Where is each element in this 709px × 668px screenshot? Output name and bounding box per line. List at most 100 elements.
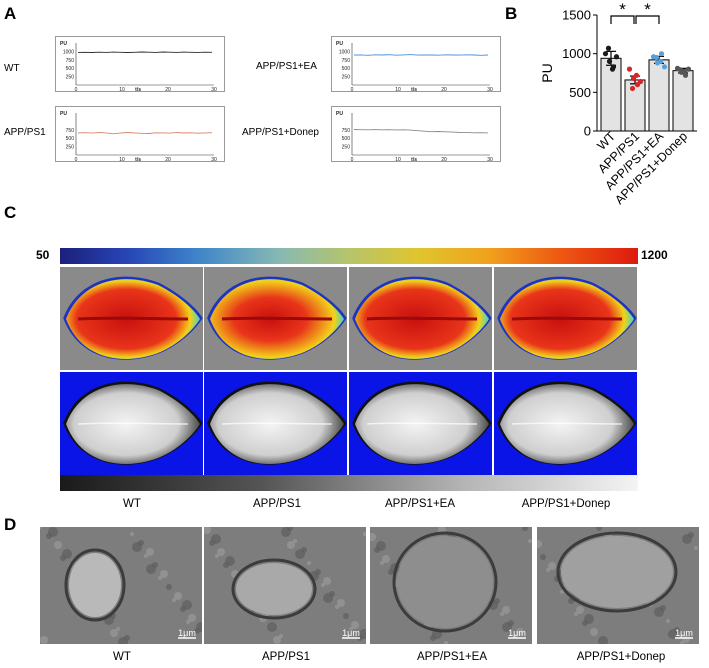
tem-texture bbox=[116, 627, 120, 631]
trace-unit-label: PU bbox=[60, 41, 67, 47]
tem-texture bbox=[215, 554, 219, 558]
significance-bracket bbox=[635, 15, 660, 24]
trace-y-tick: 250 bbox=[66, 145, 75, 151]
tem-texture bbox=[666, 619, 670, 623]
tem-texture bbox=[444, 641, 448, 644]
trace-label-ea: APP/PS1+EA bbox=[256, 61, 317, 72]
tem-texture bbox=[315, 569, 321, 575]
tem-texture bbox=[494, 598, 500, 604]
tem-texture bbox=[146, 548, 154, 556]
data-point bbox=[629, 85, 636, 92]
trace-box-wt: PU 1000 750 500 250 0 10 20 30 t/s bbox=[55, 36, 225, 93]
tem-texture bbox=[48, 527, 58, 537]
trace-y-tick: 750 bbox=[342, 58, 351, 64]
tem-texture bbox=[598, 636, 608, 644]
trace-unit-label: PU bbox=[336, 41, 343, 47]
tem-texture bbox=[540, 554, 546, 560]
tem-image-0: 1μm bbox=[40, 527, 202, 644]
tem-texture bbox=[576, 606, 584, 614]
tem-texture bbox=[680, 641, 684, 644]
tem-row: 1μm 1μm 1μm 1μm bbox=[40, 527, 705, 644]
tem-texture bbox=[382, 555, 390, 563]
trace-x-tick: 10 bbox=[119, 87, 125, 93]
trace-x-tick: 0 bbox=[351, 157, 354, 163]
gray-brain bbox=[66, 384, 200, 465]
gray-midline-vessel bbox=[221, 422, 333, 425]
tem-caption-ea: APP/PS1+EA bbox=[417, 651, 487, 663]
gray-image-2 bbox=[349, 372, 492, 475]
bar-y-tick-label: 0 bbox=[584, 124, 591, 139]
tem-texture bbox=[596, 527, 602, 531]
trace-x-tick: 0 bbox=[75, 157, 78, 163]
data-point bbox=[626, 66, 633, 72]
tem-texture bbox=[160, 570, 168, 578]
flux-image-3 bbox=[494, 267, 637, 370]
trace-x-tick: 30 bbox=[211, 157, 217, 163]
tem-texture bbox=[158, 576, 162, 580]
gray-row bbox=[60, 372, 638, 475]
tem-caption-wt: WT bbox=[113, 651, 131, 663]
gray-image-0 bbox=[60, 372, 203, 475]
vessel-lumen bbox=[236, 563, 312, 615]
trace-x-tick: 10 bbox=[395, 157, 401, 163]
tem-texture bbox=[522, 527, 528, 531]
gray-image-1 bbox=[204, 372, 347, 475]
panel-label-b: B bbox=[505, 4, 518, 23]
trace-x-tick: 20 bbox=[165, 157, 171, 163]
vessel-wall bbox=[392, 531, 498, 633]
tem-caption-donep: APP/PS1+Donep bbox=[576, 651, 666, 663]
flux-caption-ea: APP/PS1+EA bbox=[385, 498, 455, 510]
trace-x-tick: 20 bbox=[165, 87, 171, 93]
panel-label-d: D bbox=[4, 515, 17, 534]
tem-texture bbox=[172, 598, 176, 602]
bar-y-axis-label: PU bbox=[540, 63, 555, 82]
trace-line bbox=[77, 132, 213, 135]
data-point bbox=[661, 64, 668, 70]
trace-y-tick: 250 bbox=[342, 145, 351, 151]
grayscale-bar bbox=[60, 475, 638, 491]
colorbar bbox=[60, 248, 638, 264]
tem-texture bbox=[688, 532, 694, 538]
tem-texture bbox=[363, 532, 366, 536]
tem-texture bbox=[152, 562, 158, 568]
data-point bbox=[606, 58, 613, 64]
tem-texture bbox=[62, 549, 72, 559]
vessel-wall bbox=[556, 531, 678, 613]
vessel-lumen bbox=[69, 553, 121, 617]
tem-texture bbox=[204, 527, 211, 534]
trace-label-donep: APP/PS1+Donep bbox=[242, 127, 319, 138]
tem-texture bbox=[337, 599, 345, 607]
flux-image-0 bbox=[60, 267, 203, 370]
trace-x-label: t/s bbox=[411, 87, 417, 93]
significance-bracket bbox=[610, 15, 635, 24]
tem-texture bbox=[110, 629, 118, 637]
trace-line bbox=[353, 129, 489, 134]
flux-caption-app: APP/PS1 bbox=[253, 498, 301, 510]
tem-texture bbox=[682, 635, 690, 643]
panel-label-a: A bbox=[4, 4, 17, 23]
gray-brain bbox=[210, 384, 344, 465]
trace-x-tick: 30 bbox=[487, 87, 493, 93]
tem-texture bbox=[196, 622, 202, 632]
colorbar-max-label: 1200 bbox=[641, 248, 668, 262]
tem-image-3: 1μm bbox=[537, 527, 699, 644]
tem-texture bbox=[138, 540, 144, 546]
tem-texture bbox=[660, 605, 666, 611]
trace-x-tick: 30 bbox=[211, 87, 217, 93]
tem-texture bbox=[380, 561, 384, 565]
trace-x-label: t/s bbox=[411, 157, 417, 163]
tem-texture bbox=[329, 591, 335, 597]
bar-3 bbox=[672, 70, 694, 132]
tem-texture bbox=[307, 561, 311, 565]
trace-y-tick: 500 bbox=[342, 136, 351, 142]
tem-texture bbox=[528, 539, 532, 543]
trace-x-label: t/s bbox=[135, 157, 141, 163]
trace-x-tick: 10 bbox=[119, 157, 125, 163]
data-point bbox=[609, 66, 616, 72]
tem-texture bbox=[54, 541, 62, 549]
trace-x-tick: 0 bbox=[351, 87, 354, 93]
tem-texture bbox=[584, 614, 594, 624]
tem-texture bbox=[287, 541, 295, 549]
tem-texture bbox=[590, 628, 598, 636]
